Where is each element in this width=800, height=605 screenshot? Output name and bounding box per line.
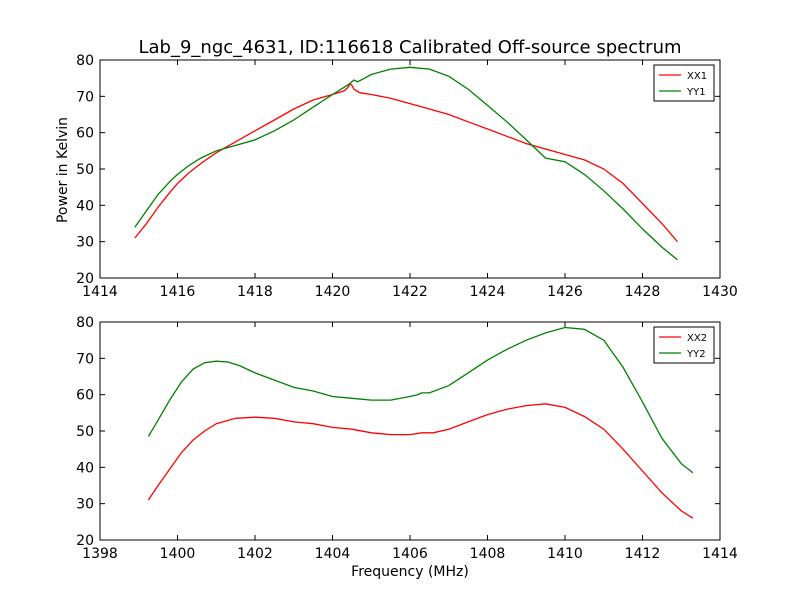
x-tick-label: 1428 xyxy=(625,284,661,300)
legend-label-yy2: YY2 xyxy=(686,349,706,360)
y-tick-label: 20 xyxy=(76,533,94,549)
x-tick-label: 1404 xyxy=(315,546,351,562)
legend-label-yy1: YY1 xyxy=(686,87,706,98)
series-line-yy1 xyxy=(134,66,678,261)
x-tick-label: 1422 xyxy=(392,284,428,300)
y-tick-label: 40 xyxy=(76,198,94,214)
x-tick-label: 1410 xyxy=(547,546,583,562)
x-tick-label: 1418 xyxy=(237,284,273,300)
x-tick-label: 1408 xyxy=(470,546,506,562)
top-panel: 1414 1416 1418 1420 1422 1424 1426 1428 1430 20 30… xyxy=(76,53,738,300)
y-tick-label: 30 xyxy=(76,235,94,251)
x-tick-label: 1406 xyxy=(392,546,428,562)
bottom-panel: 1398 1400 1402 1404 1406 1408 1410 1412 1414 20 30… xyxy=(76,315,738,562)
chart-title: Lab_9_ngc_4631, ID:116618 Calibrated Off… xyxy=(138,37,681,58)
series-line-xx2 xyxy=(147,403,694,519)
y-tick-label: 80 xyxy=(76,53,94,69)
y-tick-label: 50 xyxy=(76,424,94,440)
x-tick-label: 1412 xyxy=(625,546,661,562)
x-tick-label: 1400 xyxy=(160,546,196,562)
plot-frame xyxy=(99,321,721,541)
x-tick-label: 1414 xyxy=(82,284,118,300)
series-line-yy2 xyxy=(147,326,694,474)
y-tick-label: 50 xyxy=(76,162,94,178)
x-tick-label: 1426 xyxy=(547,284,583,300)
y-tick-label: 80 xyxy=(76,315,94,331)
x-axis-label: Frequency (MHz) xyxy=(351,564,469,580)
legend-box xyxy=(653,64,715,102)
y-tick-label: 40 xyxy=(76,460,94,476)
x-tick-label: 1398 xyxy=(82,546,118,562)
y-tick-label: 70 xyxy=(76,89,94,105)
x-tick-label: 1430 xyxy=(702,284,738,300)
y-tick-label: 60 xyxy=(76,388,94,404)
y-axis-label: Power in Kelvin xyxy=(55,117,71,223)
x-tick-label: 1424 xyxy=(470,284,506,300)
legend-box xyxy=(653,326,715,364)
x-tick-label: 1402 xyxy=(237,546,273,562)
x-tick-label: 1414 xyxy=(702,546,738,562)
legend-label-xx1: XX1 xyxy=(687,71,707,82)
x-tick-label: 1420 xyxy=(315,284,351,300)
y-tick-label: 30 xyxy=(76,497,94,513)
legend-label-xx2: XX2 xyxy=(687,333,707,344)
y-tick-label: 60 xyxy=(76,126,94,142)
y-tick-label: 20 xyxy=(76,271,94,287)
x-tick-label: 1416 xyxy=(160,284,196,300)
y-tick-label: 70 xyxy=(76,351,94,367)
series-line-xx1 xyxy=(134,82,678,243)
